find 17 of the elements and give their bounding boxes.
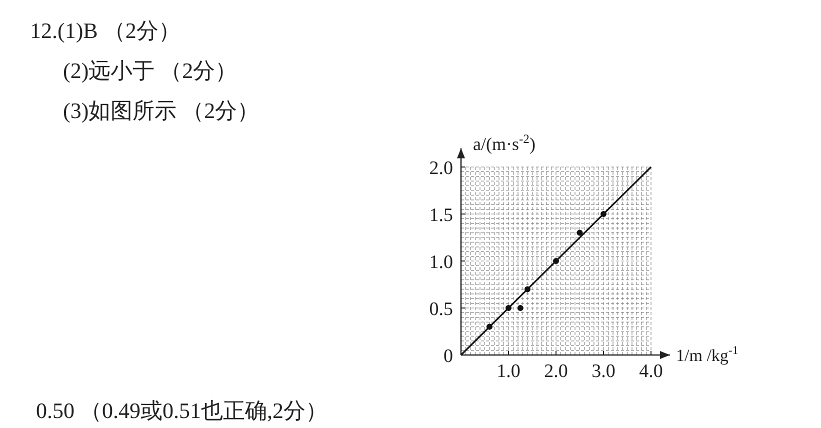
y-axis-title: a/(m·s$^{-2}$) <box>473 132 536 154</box>
y-tick-label: 2.0 <box>429 158 453 179</box>
x-tick-label: 2.0 <box>544 361 568 382</box>
point <box>517 305 524 311</box>
x-tick-label: 1.0 <box>496 361 520 382</box>
y-tick-label: 1.5 <box>429 205 453 226</box>
x-axis-title: 1/m /kg$^{-1}$ <box>676 343 738 365</box>
text: 0.50 （0.49或0.51也正确,2分） <box>36 398 328 423</box>
point <box>576 230 583 236</box>
text: (3)如图所示 （2分） <box>63 98 260 123</box>
y-tick-label: 0 <box>444 346 453 367</box>
x-tick-label: 3.0 <box>592 361 616 382</box>
text: (2)远小于 （2分） <box>63 58 238 83</box>
x-tick-label: 4.0 <box>639 361 663 382</box>
y-tick-label: 0.5 <box>429 299 453 320</box>
text: 12.(1)B （2分） <box>30 18 180 43</box>
y-tick-label: 1.0 <box>429 252 453 273</box>
